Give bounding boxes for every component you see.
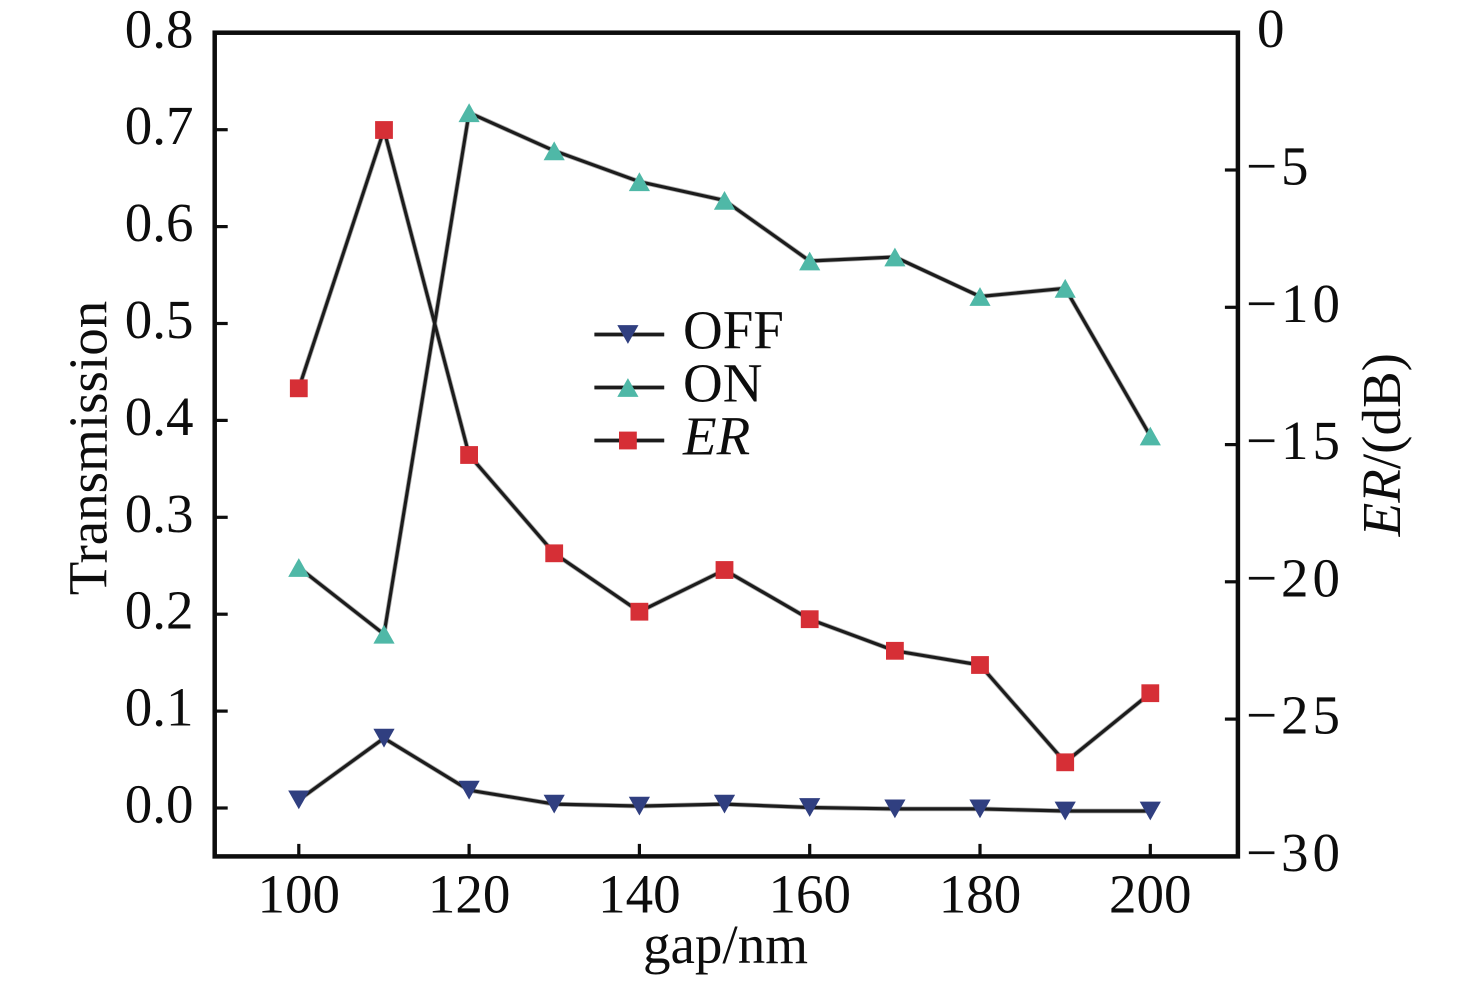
svg-text:−5: −5 — [1246, 136, 1313, 197]
svg-text:180: 180 — [939, 864, 1022, 925]
svg-text:0.5: 0.5 — [125, 289, 194, 350]
svg-text:160: 160 — [768, 864, 851, 925]
svg-text:120: 120 — [428, 864, 511, 925]
svg-text:−25: −25 — [1246, 685, 1344, 746]
svg-text:0.3: 0.3 — [125, 483, 194, 544]
svg-text:0.2: 0.2 — [125, 580, 194, 641]
svg-text:0.6: 0.6 — [125, 192, 194, 253]
svg-text:0.8: 0.8 — [125, 0, 194, 59]
svg-text:ER: ER — [682, 406, 750, 467]
svg-text:0.4: 0.4 — [125, 386, 194, 447]
svg-text:−20: −20 — [1246, 547, 1344, 608]
svg-text:200: 200 — [1109, 864, 1192, 925]
svg-text:0.0: 0.0 — [125, 774, 194, 835]
svg-text:0.7: 0.7 — [125, 95, 194, 156]
svg-text:OFF: OFF — [683, 300, 784, 361]
svg-text:Transmission: Transmission — [58, 301, 119, 595]
svg-text:140: 140 — [598, 864, 681, 925]
svg-text:100: 100 — [258, 864, 341, 925]
svg-text:−10: −10 — [1246, 273, 1344, 334]
svg-text:gap/nm: gap/nm — [643, 914, 808, 975]
svg-text:0.1: 0.1 — [125, 677, 194, 738]
svg-text:ER/(dB): ER/(dB) — [1351, 353, 1412, 537]
svg-text:−15: −15 — [1246, 410, 1344, 471]
svg-text:−30: −30 — [1246, 822, 1344, 883]
svg-text:0: 0 — [1257, 0, 1285, 59]
svg-text:ON: ON — [683, 353, 762, 414]
